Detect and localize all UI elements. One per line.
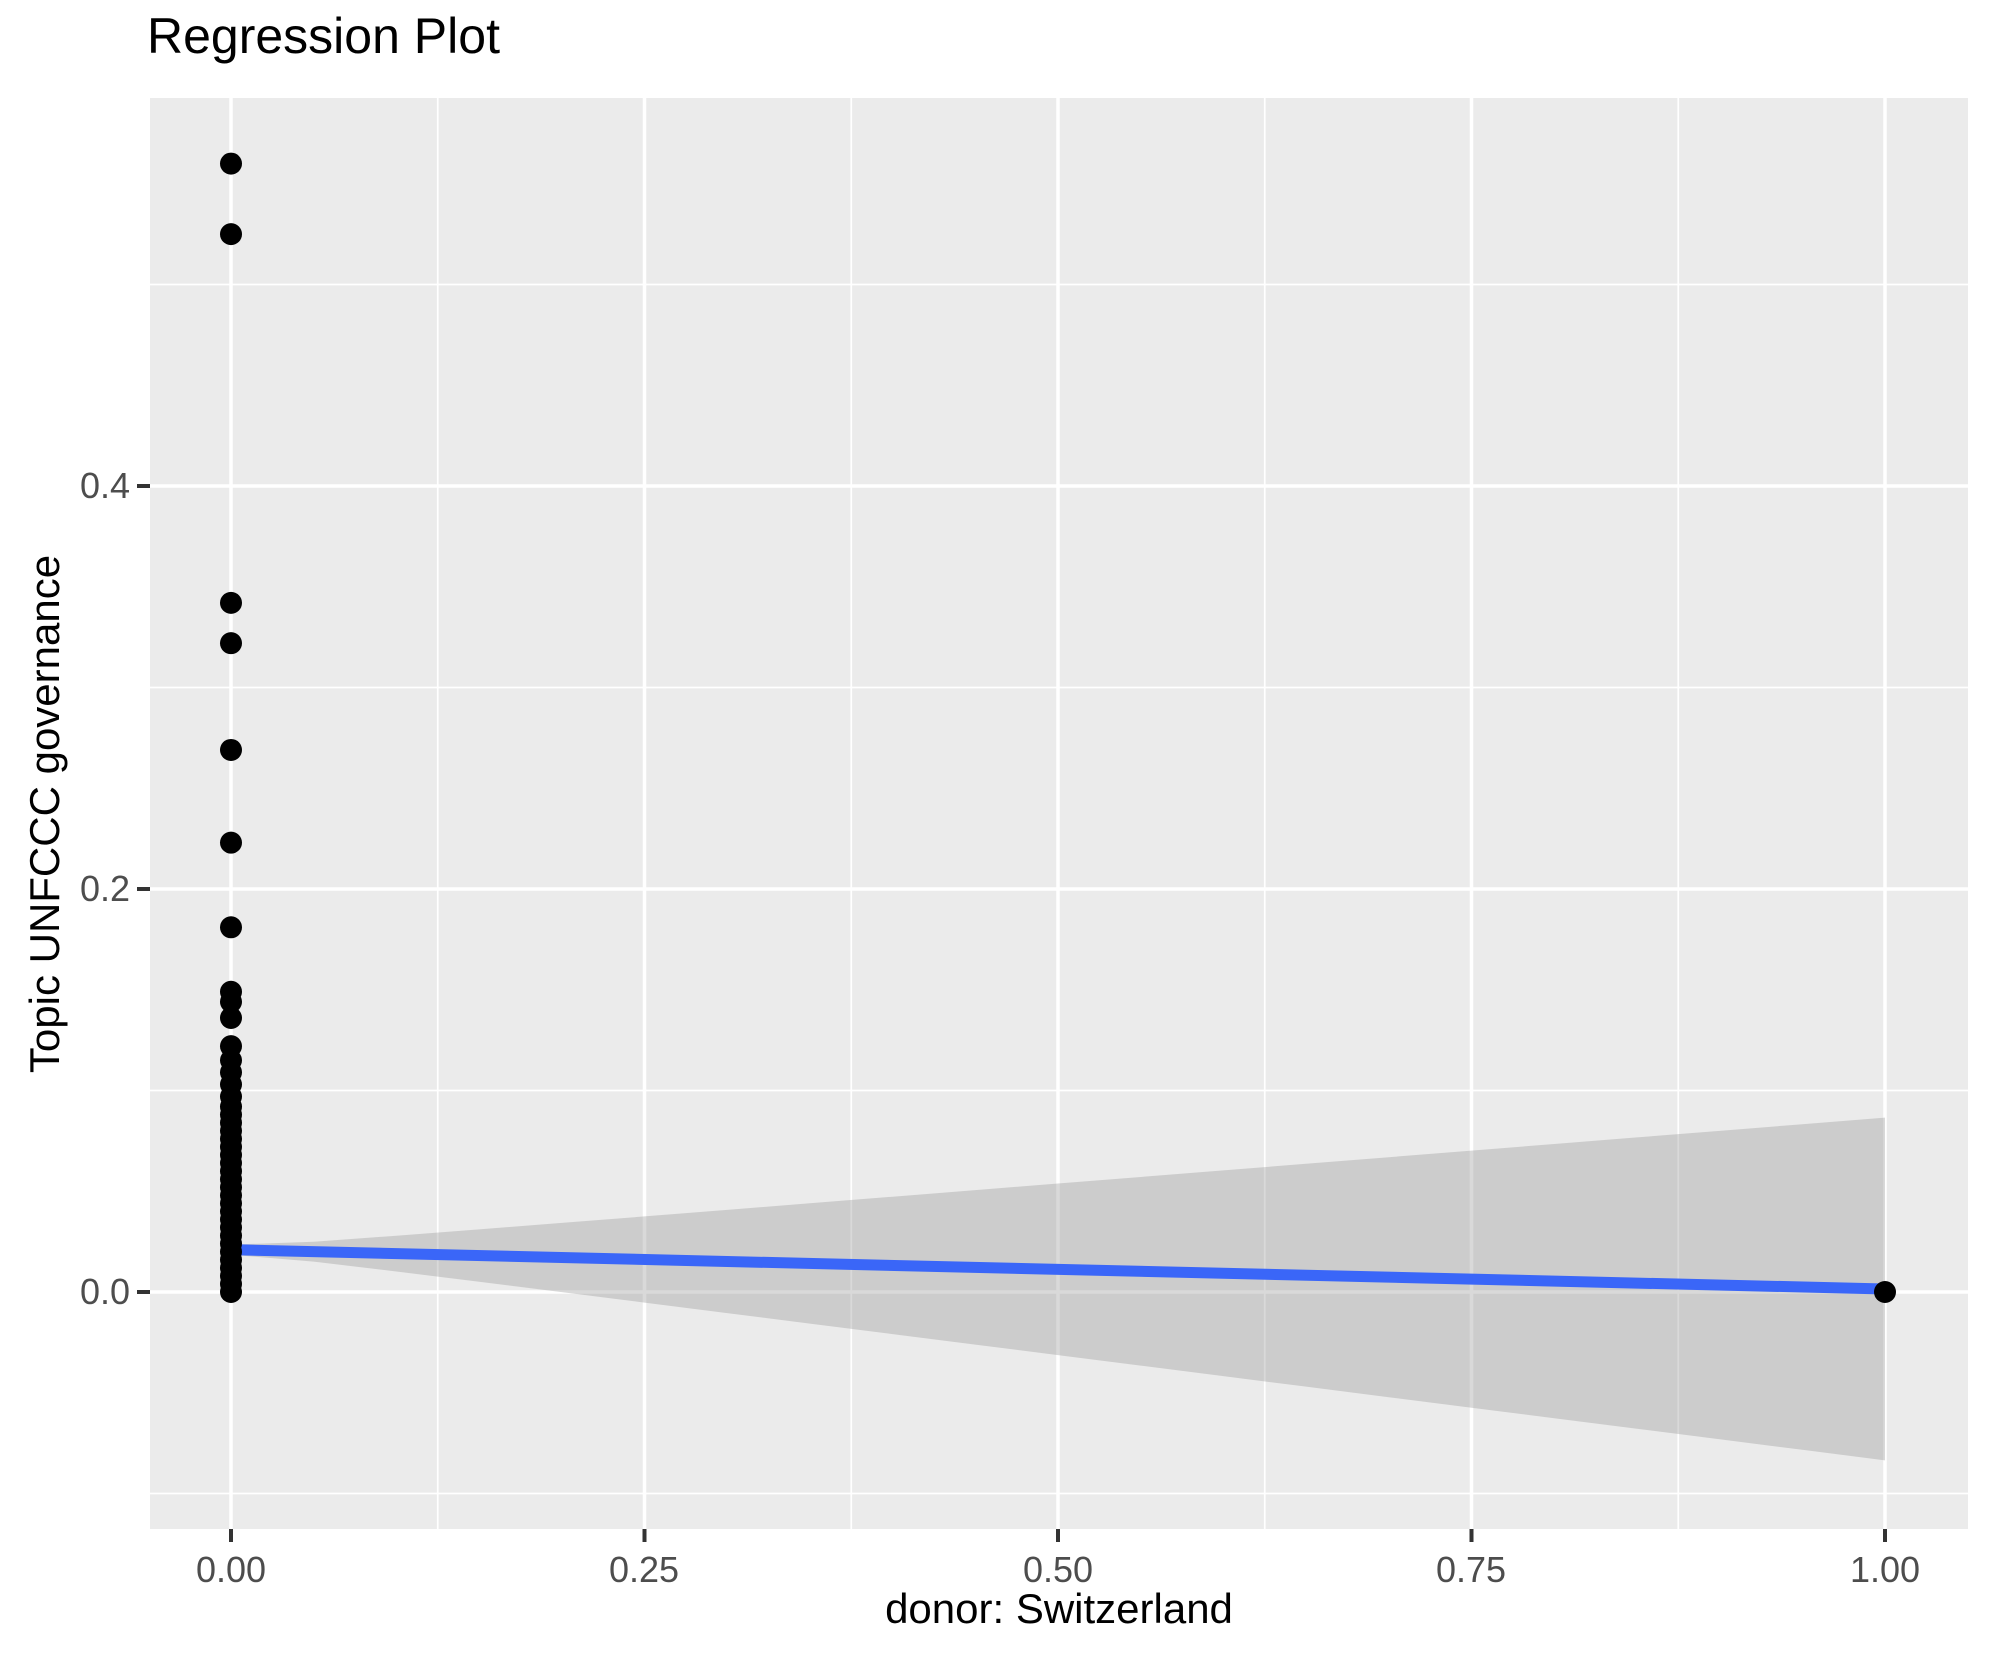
regression-line [230,1244,1886,1295]
y-tick-label-0.0: 0.0 [79,1271,130,1312]
data-point [220,152,242,175]
x-axis-title: donor: Switzerland [885,1585,1233,1632]
x-tick-label-0.50: 0.50 [1022,1549,1094,1590]
y-axis-title: Topic UNFCCC governance [21,554,68,1074]
data-point [220,1281,242,1303]
confidence-ribbon [231,1117,1885,1461]
x-tick-label-0.75: 0.75 [1435,1549,1507,1590]
x-tick-label-0.25: 0.25 [608,1549,680,1590]
data-point [220,738,242,761]
y-tick-label-0.2: 0.2 [79,868,130,909]
data-point [220,223,242,246]
y-tick-label-0.4: 0.4 [79,465,130,506]
x-tick-label-0.00: 0.00 [195,1549,267,1590]
data-point [220,916,242,939]
data-point [220,990,242,1013]
x-tick-label-1.00: 1.00 [1849,1549,1921,1590]
data-point [220,632,242,655]
plot-title: Regression Plot [147,8,500,64]
data-point [220,591,242,614]
data-point [220,831,242,854]
data-point [220,1006,242,1029]
data-point [1874,1281,1896,1303]
